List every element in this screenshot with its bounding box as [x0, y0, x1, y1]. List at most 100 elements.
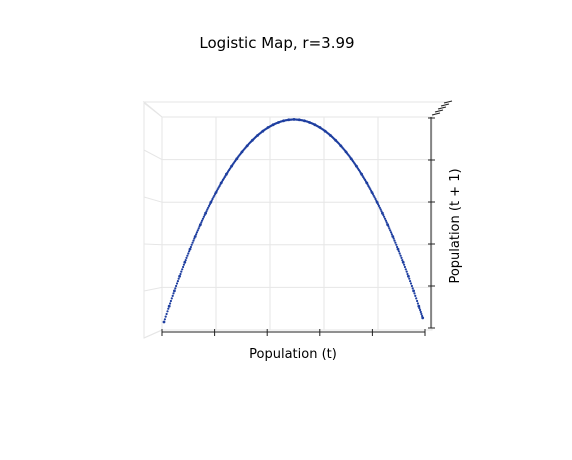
- data-point: [413, 292, 416, 295]
- data-point: [208, 203, 211, 206]
- data-point: [372, 194, 375, 197]
- data-point: [390, 233, 393, 236]
- data-point: [323, 129, 326, 132]
- grid-line-side: [143, 196, 163, 203]
- y-axis-label: Population (t + 1): [448, 168, 463, 283]
- data-point: [385, 221, 388, 224]
- data-point: [188, 250, 191, 253]
- data-point: [420, 312, 423, 316]
- data-point: [377, 203, 380, 206]
- data-point: [412, 289, 415, 293]
- data-point: [175, 284, 178, 288]
- grid-line-side: [143, 243, 163, 246]
- grid-line-side: [143, 286, 163, 292]
- data-point: [399, 254, 402, 257]
- data-point: [338, 143, 341, 146]
- data-point: [213, 194, 216, 197]
- data-point: [390, 231, 393, 234]
- data-point: [364, 180, 367, 183]
- data-point: [403, 265, 406, 269]
- data-point: [381, 211, 384, 215]
- grid-line-side: [143, 102, 163, 118]
- data-point: [276, 121, 279, 124]
- data-point: [224, 174, 227, 177]
- data-point: [180, 270, 183, 273]
- data-point: [302, 119, 305, 122]
- data-point: [384, 219, 387, 222]
- data-point: [368, 186, 371, 189]
- data-point: [421, 316, 425, 320]
- data-point: [173, 289, 176, 293]
- data-point: [417, 304, 421, 308]
- data-point: [219, 183, 222, 186]
- data-point: [389, 229, 392, 232]
- data-point: [392, 237, 395, 240]
- data-point: [382, 213, 385, 217]
- data-point: [328, 133, 331, 136]
- x-axis-label: Population (t): [249, 347, 337, 362]
- data-point: [271, 124, 274, 127]
- data-point: [206, 208, 209, 211]
- axes-panes: [142, 100, 450, 339]
- data-point: [411, 287, 414, 290]
- data-point: [387, 225, 390, 228]
- data-point: [359, 171, 362, 174]
- data-point: [211, 197, 214, 201]
- left-pane: [143, 100, 163, 339]
- data-point: [176, 280, 179, 283]
- data-point: [200, 221, 203, 224]
- data-point: [286, 118, 289, 121]
- data-point: [174, 287, 177, 290]
- data-point: [169, 299, 172, 303]
- data-point: [371, 192, 374, 196]
- data-point: [192, 239, 195, 242]
- data-point: [186, 254, 189, 257]
- data-point: [383, 217, 387, 220]
- data-point: [393, 239, 396, 242]
- data-point: [388, 227, 391, 230]
- data-point: [405, 270, 408, 273]
- data-point: [396, 247, 400, 251]
- data-point: [199, 223, 202, 227]
- data-point: [214, 192, 217, 196]
- back-pane: [161, 116, 433, 331]
- data-point: [386, 223, 389, 227]
- data-point: [398, 252, 401, 255]
- z-tick: [434, 109, 444, 113]
- data-point: [266, 127, 269, 130]
- data-point: [378, 206, 381, 209]
- data-point: [182, 263, 185, 266]
- data-point: [187, 252, 190, 255]
- chart-title: Logistic Map, r=3.99: [199, 34, 354, 52]
- data-point: [260, 130, 263, 133]
- data-point: [177, 277, 180, 280]
- data-point: [183, 260, 187, 264]
- data-point: [201, 219, 204, 222]
- data-point: [212, 196, 215, 199]
- data-point: [169, 302, 172, 305]
- data-point: [195, 231, 198, 234]
- data-point: [415, 297, 418, 300]
- data-point: [391, 235, 395, 238]
- z-tick: [440, 103, 450, 107]
- data-point: [207, 206, 210, 209]
- data-point: [354, 163, 357, 166]
- data-point: [193, 237, 196, 240]
- data-point: [203, 213, 206, 217]
- data-point: [167, 307, 170, 310]
- data-point: [380, 210, 383, 213]
- data-point: [198, 225, 201, 228]
- data-point: [165, 312, 168, 316]
- data-point: [250, 140, 253, 143]
- data-point: [416, 302, 419, 305]
- data-point: [182, 265, 185, 269]
- data-point: [374, 197, 377, 201]
- data-point: [172, 292, 175, 295]
- data-point: [407, 274, 410, 278]
- z-tick: [437, 106, 447, 110]
- data-point: [409, 282, 413, 285]
- data-point: [240, 151, 243, 155]
- data-point: [383, 215, 386, 218]
